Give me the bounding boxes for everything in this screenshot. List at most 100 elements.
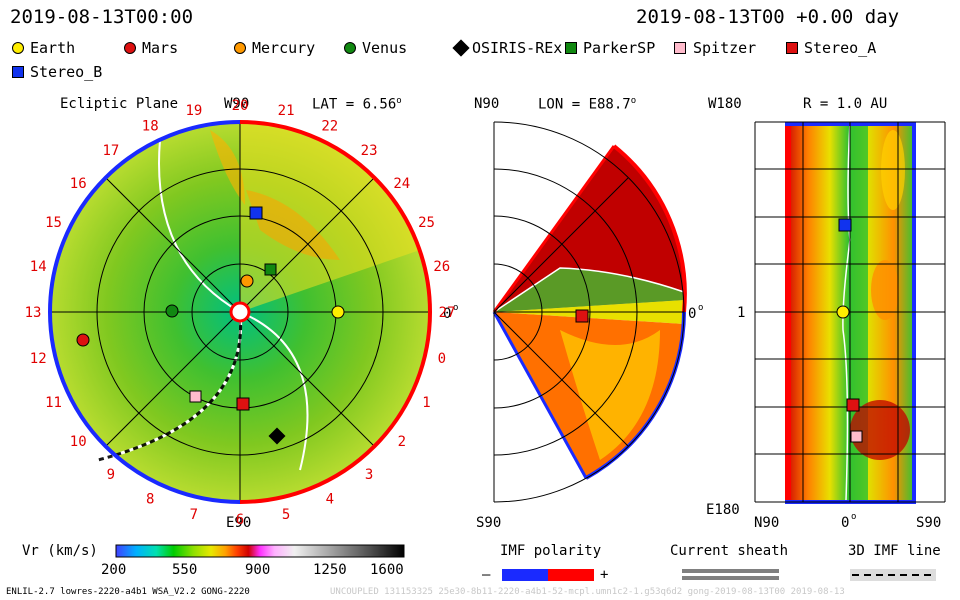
legend-mars-label: Mars (142, 39, 179, 57)
sector-label: 1 (422, 395, 430, 411)
colorbar-tick-1600: 1600 (370, 562, 404, 578)
ecliptic-latitude: LAT = 6.56o (312, 96, 402, 113)
sector-label: 12 (30, 351, 47, 367)
radial-spitzer-marker (850, 430, 863, 443)
sector-label: 8 (146, 492, 154, 508)
model-footer-left: ENLIL-2.7 lowres-2220-a4b1 WSA_V2.2 GONG… (6, 587, 250, 597)
radial-x-mid-degree: o (851, 512, 856, 522)
ecliptic-panel-title: Ecliptic Plane (60, 96, 179, 112)
colorbar-tick-550: 550 (172, 562, 198, 578)
radial-stereo-a-marker (846, 398, 860, 412)
meridional-stereo-a-marker (575, 309, 589, 323)
stereo-b-marker (249, 206, 263, 220)
legend-earth-label: Earth (30, 39, 76, 57)
sector-label: 7 (190, 507, 198, 523)
imf-polarity-label: IMF polarity (500, 543, 602, 559)
sector-label: 23 (361, 143, 378, 159)
legend-osiris-rex-label: OSIRIS-REx (472, 39, 563, 57)
ecliptic-top-label: W90 (224, 96, 250, 112)
carrington-sector-labels: 20 21222324252627012345678910111213141516… (25, 98, 456, 528)
sector-label: 0 (438, 351, 446, 367)
colorbar-tick-900: 900 (245, 562, 271, 578)
sector-label: 6 (236, 512, 244, 528)
legend-spitzer-marker (674, 42, 686, 54)
radial-mid-label: 1 (737, 305, 745, 321)
sector-label: 27 (439, 305, 456, 321)
radial-bottom-label: E180 (706, 502, 740, 518)
imf-plus-label: + (600, 567, 609, 583)
colorbar-label: Vr (km/s) (22, 543, 98, 559)
sector-label: 25 (418, 215, 435, 231)
radial-stereo-b-marker (838, 218, 852, 232)
sector-label: 21 (278, 103, 295, 119)
legend-stereo-a-marker (786, 42, 798, 54)
sector-label: 14 (30, 259, 47, 275)
sector-label: 9 (107, 467, 115, 483)
velocity-colorbar (115, 544, 405, 558)
earth-marker (331, 305, 345, 319)
legend-spitzer-label: Spitzer (693, 39, 757, 57)
sector-label: 24 (393, 176, 410, 192)
sector-label: 22 (321, 119, 338, 135)
legend-stereo-b-marker (12, 66, 24, 78)
sector-label: 3 (365, 467, 373, 483)
sector-label: 11 (45, 395, 62, 411)
sector-label: 17 (102, 143, 119, 159)
osiris-rex-marker (268, 427, 286, 445)
radial-x-left-label: N90 (754, 515, 779, 531)
ecliptic-right-degree: o (453, 303, 458, 313)
left-timestamp: 2019-08-13T00:00 (10, 6, 194, 28)
current-sheath-label: Current sheath (670, 543, 789, 559)
imf-minus-label: – (482, 567, 491, 583)
meridional-longitude: LON = E88.7o (538, 96, 637, 113)
sector-label: 16 (70, 176, 87, 192)
sector-label: 13 (25, 305, 42, 321)
legend-stereo-a-label: Stereo_A (804, 39, 877, 57)
legend-mercury-label: Mercury (252, 39, 316, 57)
radial-x-right-label: S90 (916, 515, 941, 531)
sector-label: 4 (326, 492, 334, 508)
parkersp-marker (264, 263, 277, 276)
sun-icon (229, 301, 251, 323)
imf-line-swatch (850, 569, 936, 581)
legend-venus-label: Venus (362, 39, 408, 57)
radial-x-mid-label: 0 (841, 515, 849, 531)
ecliptic-plane-panel: E90 0 o 20 212223242526270123456789101112… (25, 98, 459, 531)
ecliptic-bottom-label: E90 (226, 515, 251, 531)
radial-panel: E180 1 N90 0 o S90 (706, 121, 946, 531)
sector-label: 26 (433, 259, 450, 275)
model-footer-right: UNCOUPLED 131153325 25e30-8b11-2220-a4b1… (330, 587, 845, 597)
current-sheath-swatch (682, 569, 779, 580)
legend-parkersp-label: ParkerSP (583, 39, 656, 57)
legend-mars-marker (124, 42, 136, 54)
meridional-panel: S90 0 o (476, 121, 703, 531)
spitzer-marker (189, 390, 202, 403)
mars-marker (76, 333, 90, 347)
legend-mercury-marker (234, 42, 246, 54)
legend-stereo-b-label: Stereo_B (30, 63, 103, 81)
legend-parkersp-marker (565, 42, 577, 54)
ecliptic-right-label: 0 (443, 306, 451, 322)
meridional-bottom-label: S90 (476, 515, 501, 531)
sector-label: 20 (232, 98, 249, 114)
imf-line-label: 3D IMF line (848, 543, 941, 559)
mercury-marker (240, 274, 254, 288)
venus-marker (165, 304, 179, 318)
right-timestamp: 2019-08-13T00 +0.00 day (636, 6, 900, 28)
stereo-a-marker (236, 397, 250, 411)
sector-label: 5 (282, 507, 290, 523)
sector-label: 15 (45, 215, 62, 231)
meridional-right-degree: o (698, 303, 703, 313)
sector-label: 19 (185, 103, 202, 119)
sector-label: 2 (398, 434, 406, 450)
imf-polarity-bar (502, 569, 594, 581)
colorbar-tick-1250: 1250 (313, 562, 347, 578)
sector-label: 10 (70, 434, 87, 450)
sector-label: 18 (142, 119, 159, 135)
legend-earth-marker (12, 42, 24, 54)
legend-venus-marker (344, 42, 356, 54)
meridional-right-label: 0 (688, 306, 696, 322)
radial-distance: R = 1.0 AU (803, 96, 888, 112)
radial-earth-marker (836, 305, 850, 319)
